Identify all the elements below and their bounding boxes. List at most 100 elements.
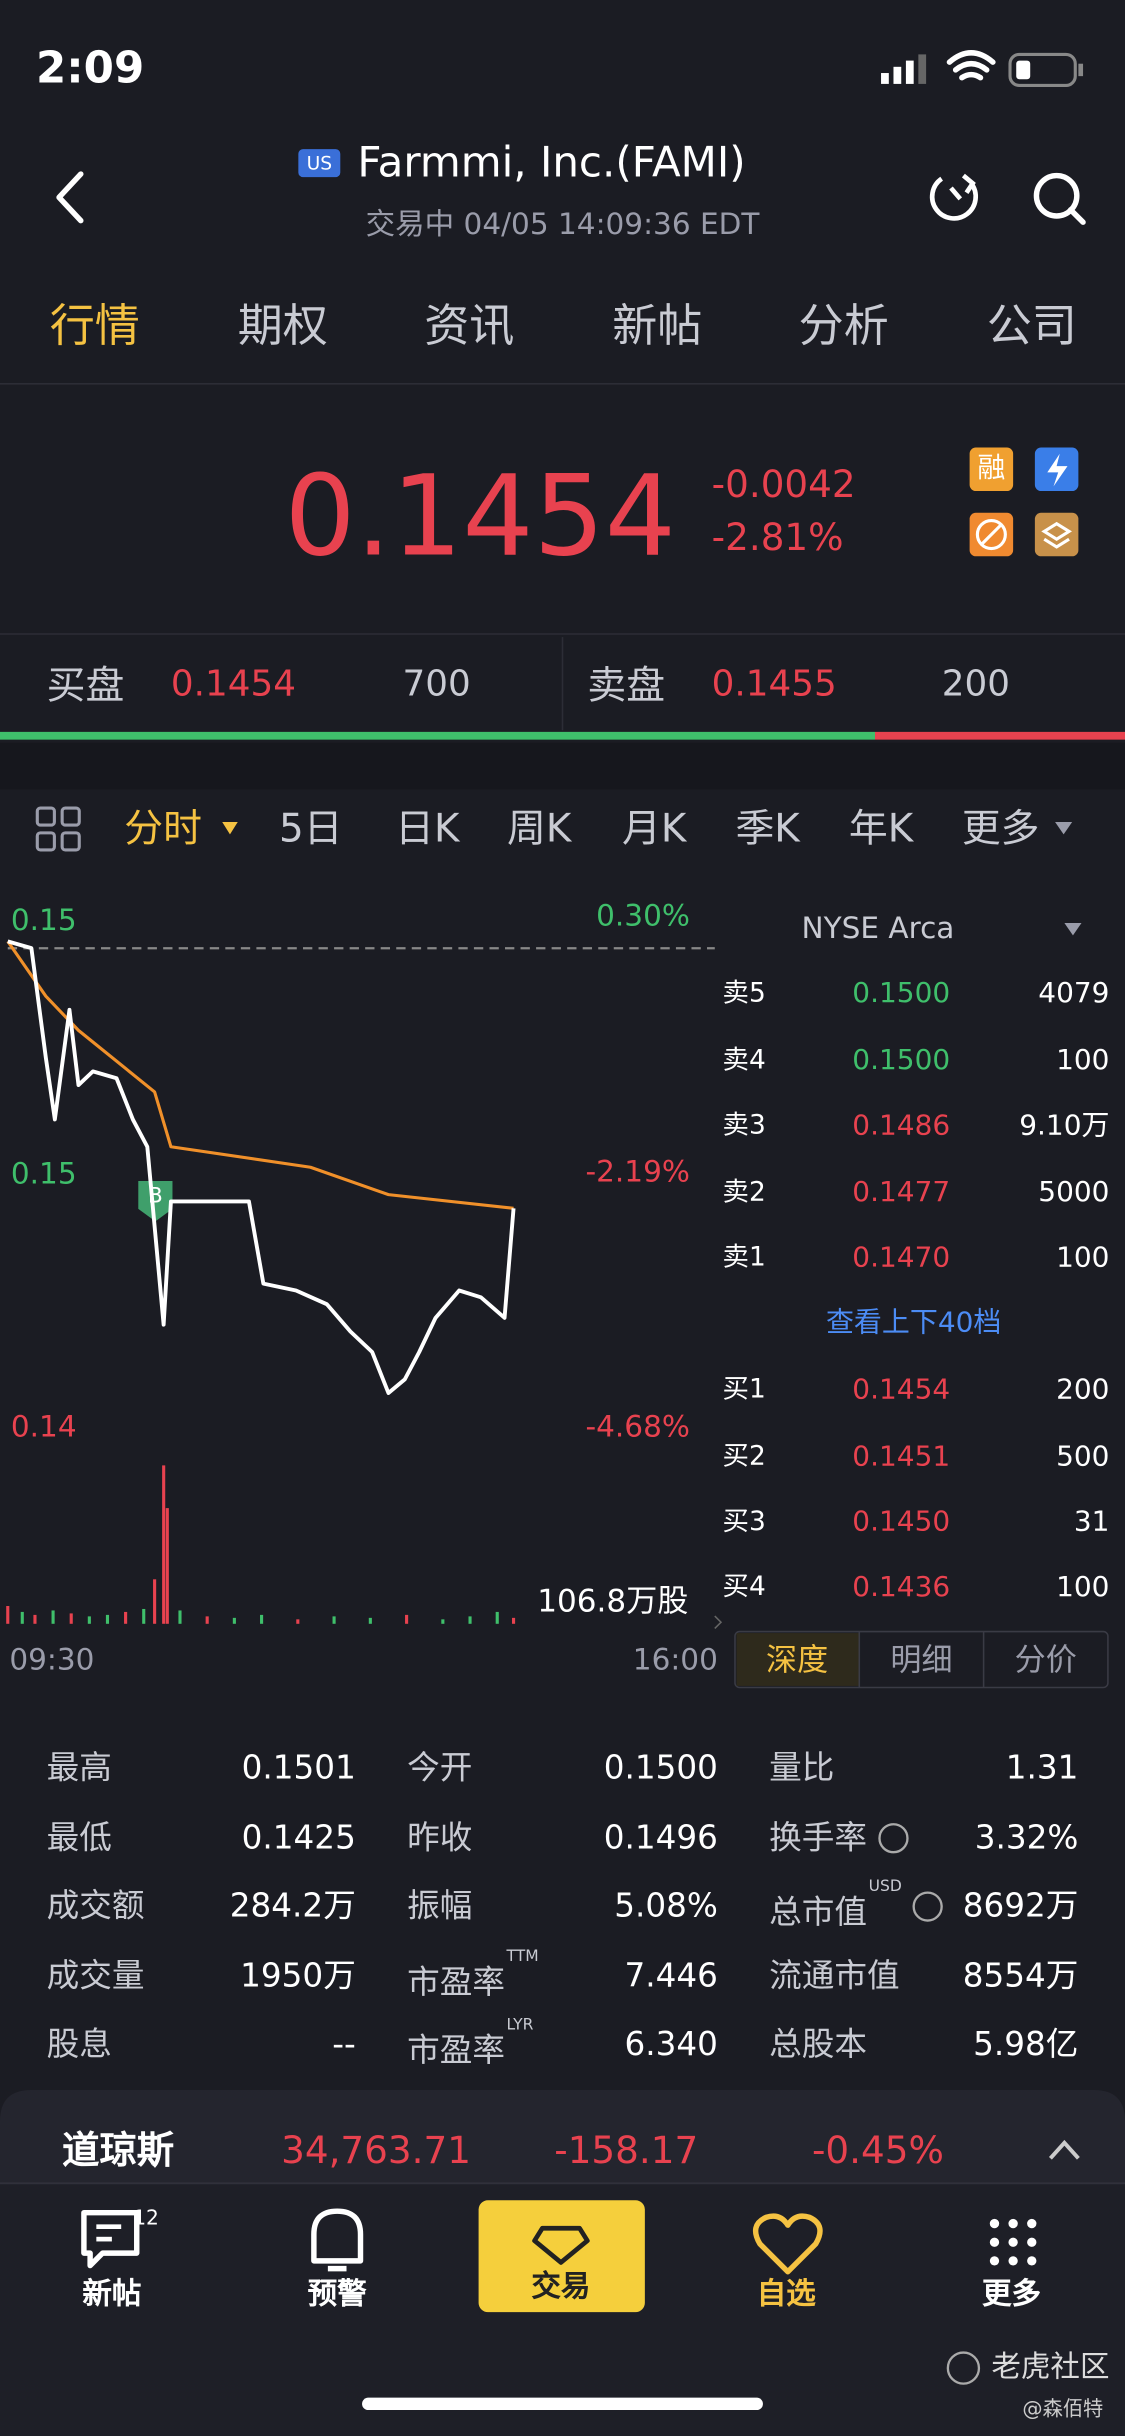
price-line [7,939,516,1395]
stat-value: 1.31 [1005,1748,1079,1787]
period-tab[interactable]: 更多 [961,805,1040,851]
book-size: 100 [1056,1241,1110,1275]
price-change: -0.0042 [711,463,856,507]
stat-label: 今开 [407,1748,473,1787]
volume-bar [87,1616,91,1624]
stat-value: 5.08% [614,1887,718,1925]
stat-value: 0.1496 [603,1818,718,1857]
period-tab[interactable]: 5日 [278,805,343,851]
volume-bar [20,1611,24,1624]
volume-bar [178,1610,182,1624]
stat-value: 0.1425 [241,1818,356,1857]
stat-label: 量比 [769,1748,835,1787]
volume-bar [105,1614,110,1624]
book-tab[interactable]: 分价 [1014,1640,1077,1679]
tab[interactable]: 期权 [237,299,328,352]
volume-bar [165,1508,169,1624]
stat-label: 市盈率 [407,2031,506,2069]
stat-label: 成交额 [46,1887,145,1925]
volume-bar [512,1617,516,1624]
volume-label: 106.8万股 [537,1581,689,1620]
book-size: 4079 [1038,977,1110,1011]
period-tab[interactable]: 年K [848,805,914,851]
nav-item[interactable]: 更多 [982,2277,1042,2312]
nav-item[interactable]: 交易 [531,2269,591,2304]
volume-bar [6,1605,10,1624]
period-tab[interactable]: 周K [507,805,572,851]
tab[interactable]: 新帖 [612,299,703,352]
watermark-brand: 老虎社区 [991,2350,1110,2385]
nav-badge: 12 [133,2207,159,2231]
book-price: 0.1450 [852,1505,951,1539]
book-label: 买3 [722,1506,766,1538]
tab[interactable]: 公司 [986,299,1077,352]
book-price: 0.1436 [852,1570,951,1604]
book-price: 0.1500 [852,1044,951,1077]
ask-bar [875,731,1125,740]
book-price: 0.1477 [852,1176,951,1209]
depth-link[interactable]: 查看上下40档 [825,1306,1002,1340]
watermark-user: @森佰特 [1022,2398,1104,2422]
stat-value: 7.446 [624,1957,718,1995]
y-tick-label: 0.15 [10,902,77,938]
x-tick-label: 09:30 [9,1643,95,1678]
book-price: 0.1486 [852,1109,951,1143]
tab[interactable]: 资讯 [424,299,515,352]
stat-sup: LYR [506,2016,534,2035]
last-price: 0.1454 [284,450,676,582]
tab[interactable]: 行情 [49,299,140,352]
stat-value: 0.1500 [603,1748,718,1787]
stat-value: 284.2万 [229,1887,356,1925]
period-tab[interactable]: 分时 [124,805,203,851]
volume-bar [495,1611,499,1624]
volume-bar [232,1617,236,1624]
book-price: 0.1451 [852,1440,951,1474]
tab[interactable]: 分析 [798,299,889,352]
period-tab[interactable]: 日K [395,805,460,851]
stat-label: 市盈率 [407,1963,506,2001]
period-tab[interactable]: 季K [735,805,800,851]
stat-sup: TTM [506,1948,539,1966]
volume-bar [69,1613,73,1624]
stat-value: 8692万 [962,1887,1079,1925]
book-size: 31 [1073,1505,1110,1539]
volume-bar [296,1619,300,1624]
index-name: 道琼斯 [62,2128,175,2173]
volume-bar [468,1616,472,1624]
book-label: 买2 [722,1441,766,1473]
bid-bar [0,731,876,740]
bid-price: 0.1454 [170,664,296,705]
exchange[interactable]: NYSE Arca [801,911,955,946]
volume-bar [51,1610,55,1624]
stat-label: 流通市值 [769,1957,900,1995]
ask-size: 200 [941,664,1010,705]
book-tab[interactable]: 深度 [766,1640,829,1679]
stock-title: Farmmi, Inc.(FAMI) [357,139,746,188]
book-price: 0.1454 [852,1373,951,1407]
book-size: 100 [1056,1570,1110,1604]
book-label: 买4 [722,1571,766,1603]
volume-bar [441,1619,445,1624]
stat-value: 5.98亿 [973,2025,1079,2063]
stat-label: 总股本 [769,2025,868,2063]
nav-item[interactable]: 新帖 [82,2277,142,2312]
book-label: 卖5 [722,978,766,1010]
volume-bar [332,1616,336,1624]
book-label: 卖4 [722,1044,766,1077]
market-badge: US [306,152,333,175]
stat-value: -- [332,2025,356,2063]
book-tab[interactable]: 明细 [890,1640,953,1679]
index-change-pct: -0.45% [811,2128,944,2173]
stat-label: 成交量 [46,1957,145,1995]
nav-item[interactable]: 预警 [307,2277,367,2312]
nav-item[interactable]: 自选 [756,2277,816,2312]
y2-tick-label: -2.19% [585,1154,690,1189]
period-tab[interactable]: 月K [622,805,687,851]
index-value: 34,763.71 [281,2128,471,2173]
y-tick-label: 0.14 [10,1409,77,1444]
index-change: -158.17 [554,2128,699,2173]
stat-sup: USD [868,1878,902,1896]
